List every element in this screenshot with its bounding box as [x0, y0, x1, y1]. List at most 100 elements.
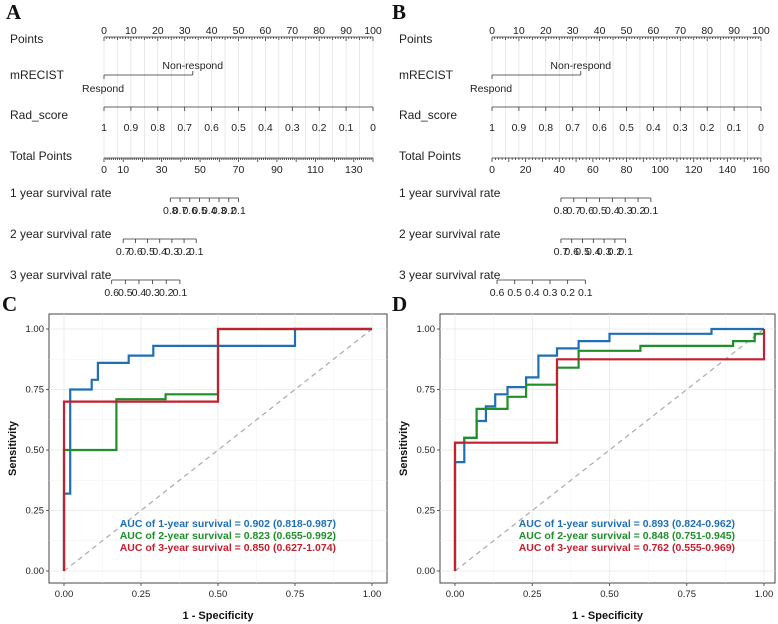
2-year-survival-rate-tick-label: 0.2 — [608, 246, 623, 258]
points-tick-label: 80 — [701, 25, 713, 37]
mrecist-level-respond: Respond — [82, 83, 124, 95]
roc-reference-diagonal — [63, 328, 373, 572]
panel-label-a: A — [6, 0, 22, 24]
y-tick-label: 0.50 — [417, 445, 436, 456]
2-year-survival-rate-tick-label: 0.2 — [177, 246, 192, 258]
1-year-survival-rate-tick-label: 0.7 — [173, 205, 188, 217]
points-tick-label: 30 — [179, 25, 191, 37]
3-year-survival-rate-tick-label: 0.4 — [132, 287, 147, 299]
x-tick-label: 1.00 — [363, 589, 382, 600]
y-tick-label: 0.00 — [417, 566, 436, 577]
roc-chart-d: 0.00 0.25 0.50 0.75 1.00 0.00 0.25 0.50 0.75 1.00… — [398, 313, 776, 622]
x-tick-label: 0.00 — [55, 589, 74, 600]
1-year-survival-rate-tick-label: 0.1 — [231, 205, 246, 217]
points-tick-label: 50 — [233, 25, 245, 37]
total-points-tick-label: 120 — [685, 164, 703, 176]
1-year-survival-rate-tick-label: 0.5 — [592, 205, 607, 217]
mrecist-level-non-respond: Non-respond — [550, 60, 611, 72]
1-year-survival-rate-tick-label: 0.6 — [579, 205, 594, 217]
1-year-survival-rate-tick-label: 0.4 — [202, 205, 217, 217]
total-points-tick-label: 90 — [271, 164, 283, 176]
1-year-survival-rate-tick-label: 0.3 — [618, 205, 633, 217]
total-points-tick-label: 30 — [156, 164, 168, 176]
rad-score-tick-label: 0.4 — [646, 122, 661, 134]
mrecist-label: mRECIST — [399, 68, 454, 82]
total-points-tick-label: 60 — [587, 164, 599, 176]
total-points-tick-label: 110 — [307, 164, 324, 176]
total-points-label: Total Points — [399, 149, 461, 163]
legend-ci-3-year: (0.555-0.969) — [672, 542, 735, 554]
2-year-survival-rate-tick-label: 0.1 — [618, 246, 633, 258]
panel-label-d: D — [392, 292, 407, 316]
panel-label-c: C — [2, 292, 17, 316]
2-year-survival-rate-tick-label: 0.3 — [597, 246, 612, 258]
3-year-survival-rate-tick-label: 0.2 — [560, 287, 575, 299]
3-year-survival-rate-tick-label: 0.3 — [543, 287, 558, 299]
points-tick-label: 10 — [513, 25, 525, 37]
1-year-survival-rate-tick-label: 0.3 — [212, 205, 227, 217]
points-label: Points — [10, 32, 43, 46]
1-year-survival-rate-tick-label: 0.1 — [644, 205, 659, 217]
legend-1-year: AUC of 1-year survival = 0.893 — [519, 518, 669, 530]
points-tick-label: 40 — [206, 25, 218, 37]
rad-score-tick-label: 0.6 — [592, 122, 607, 134]
legend-ci-1-year: (0.818-0.987) — [273, 518, 336, 530]
2-year-survival-rate-tick-label: 0.5 — [575, 246, 590, 258]
total-points-tick-label: 0 — [489, 164, 495, 176]
3-year-survival-rate-tick-label: 0.5 — [507, 287, 522, 299]
total-points-tick-label: 10 — [117, 164, 129, 176]
mrecist-level-respond: Respond — [470, 83, 512, 95]
y-axis-title: Sensitivity — [7, 420, 19, 476]
3-year-survival-rate-tick-label: 0.3 — [145, 287, 160, 299]
total-points-tick-label: 0 — [101, 164, 107, 176]
x-tick-label: 1.00 — [755, 589, 774, 600]
rad-score-tick-label: 0.9 — [512, 122, 527, 134]
3-year-survival-rate-tick-label: 0.5 — [118, 287, 133, 299]
rad-score-tick-label: 0.7 — [565, 122, 580, 134]
x-tick-label: 0.00 — [446, 589, 465, 600]
1-year-survival-rate-tick-label: 0.5 — [192, 205, 207, 217]
x-tick-label: 0.75 — [678, 589, 697, 600]
panel-label-b: B — [392, 0, 406, 24]
total-points-tick-label: 40 — [553, 164, 565, 176]
rad-score-tick-label: 0 — [758, 122, 764, 134]
x-axis-title: 1 - Specificity — [183, 610, 255, 622]
legend-ci-1-year: (0.824-0.962) — [672, 518, 735, 530]
total-points-tick-label: 130 — [345, 164, 363, 176]
legend-3-year: AUC of 3-year survival = 0.850 — [120, 542, 270, 554]
rad-score-tick-label: 1 — [489, 122, 495, 134]
rad-score-tick-label: 0.7 — [177, 122, 192, 134]
1-year-survival-rate-tick-label: 0.6 — [182, 205, 197, 217]
3-year-survival-rate-tick-label: 0.1 — [173, 287, 188, 299]
total-points-tick-label: 140 — [719, 164, 737, 176]
x-tick-label: 0.25 — [132, 589, 151, 600]
points-label: Points — [399, 32, 432, 46]
y-tick-label: 0.00 — [26, 566, 45, 577]
rad-score-tick-label: 0.8 — [538, 122, 553, 134]
3-year-survival-rate-tick-label: 0.2 — [159, 287, 174, 299]
1-year-survival-rate-tick-label: 0.8 — [163, 205, 178, 217]
3-year-survival-rate-tick-label: 0.6 — [104, 287, 119, 299]
points-tick-label: 60 — [260, 25, 272, 37]
legend-3-year: AUC of 3-year survival = 0.762 — [519, 542, 669, 554]
x-tick-label: 0.25 — [523, 589, 542, 600]
total-points-tick-label: 70 — [233, 164, 245, 176]
2-year-survival-rate-label: 2 year survival rate — [10, 227, 112, 241]
rad-score-tick-label: 0.8 — [150, 122, 165, 134]
total-points-tick-label: 20 — [520, 164, 532, 176]
1-year-survival-rate-tick-label: 0.4 — [605, 205, 620, 217]
3-year-survival-rate-tick-label: 0.1 — [578, 287, 593, 299]
rad-score-tick-label: 0.5 — [619, 122, 634, 134]
rad-score-tick-label: 0.6 — [204, 122, 219, 134]
1-year-survival-rate-tick-label: 0.8 — [554, 205, 569, 217]
2-year-survival-rate-label: 2 year survival rate — [399, 227, 501, 241]
3-year-survival-rate-label: 3 year survival rate — [10, 268, 112, 282]
y-tick-label: 0.75 — [417, 385, 436, 396]
points-tick-label: 90 — [340, 25, 352, 37]
points-tick-label: 40 — [594, 25, 606, 37]
roc-curve-1-year — [62, 327, 372, 571]
roc-curve-3-year — [62, 327, 372, 571]
points-tick-label: 30 — [567, 25, 579, 37]
